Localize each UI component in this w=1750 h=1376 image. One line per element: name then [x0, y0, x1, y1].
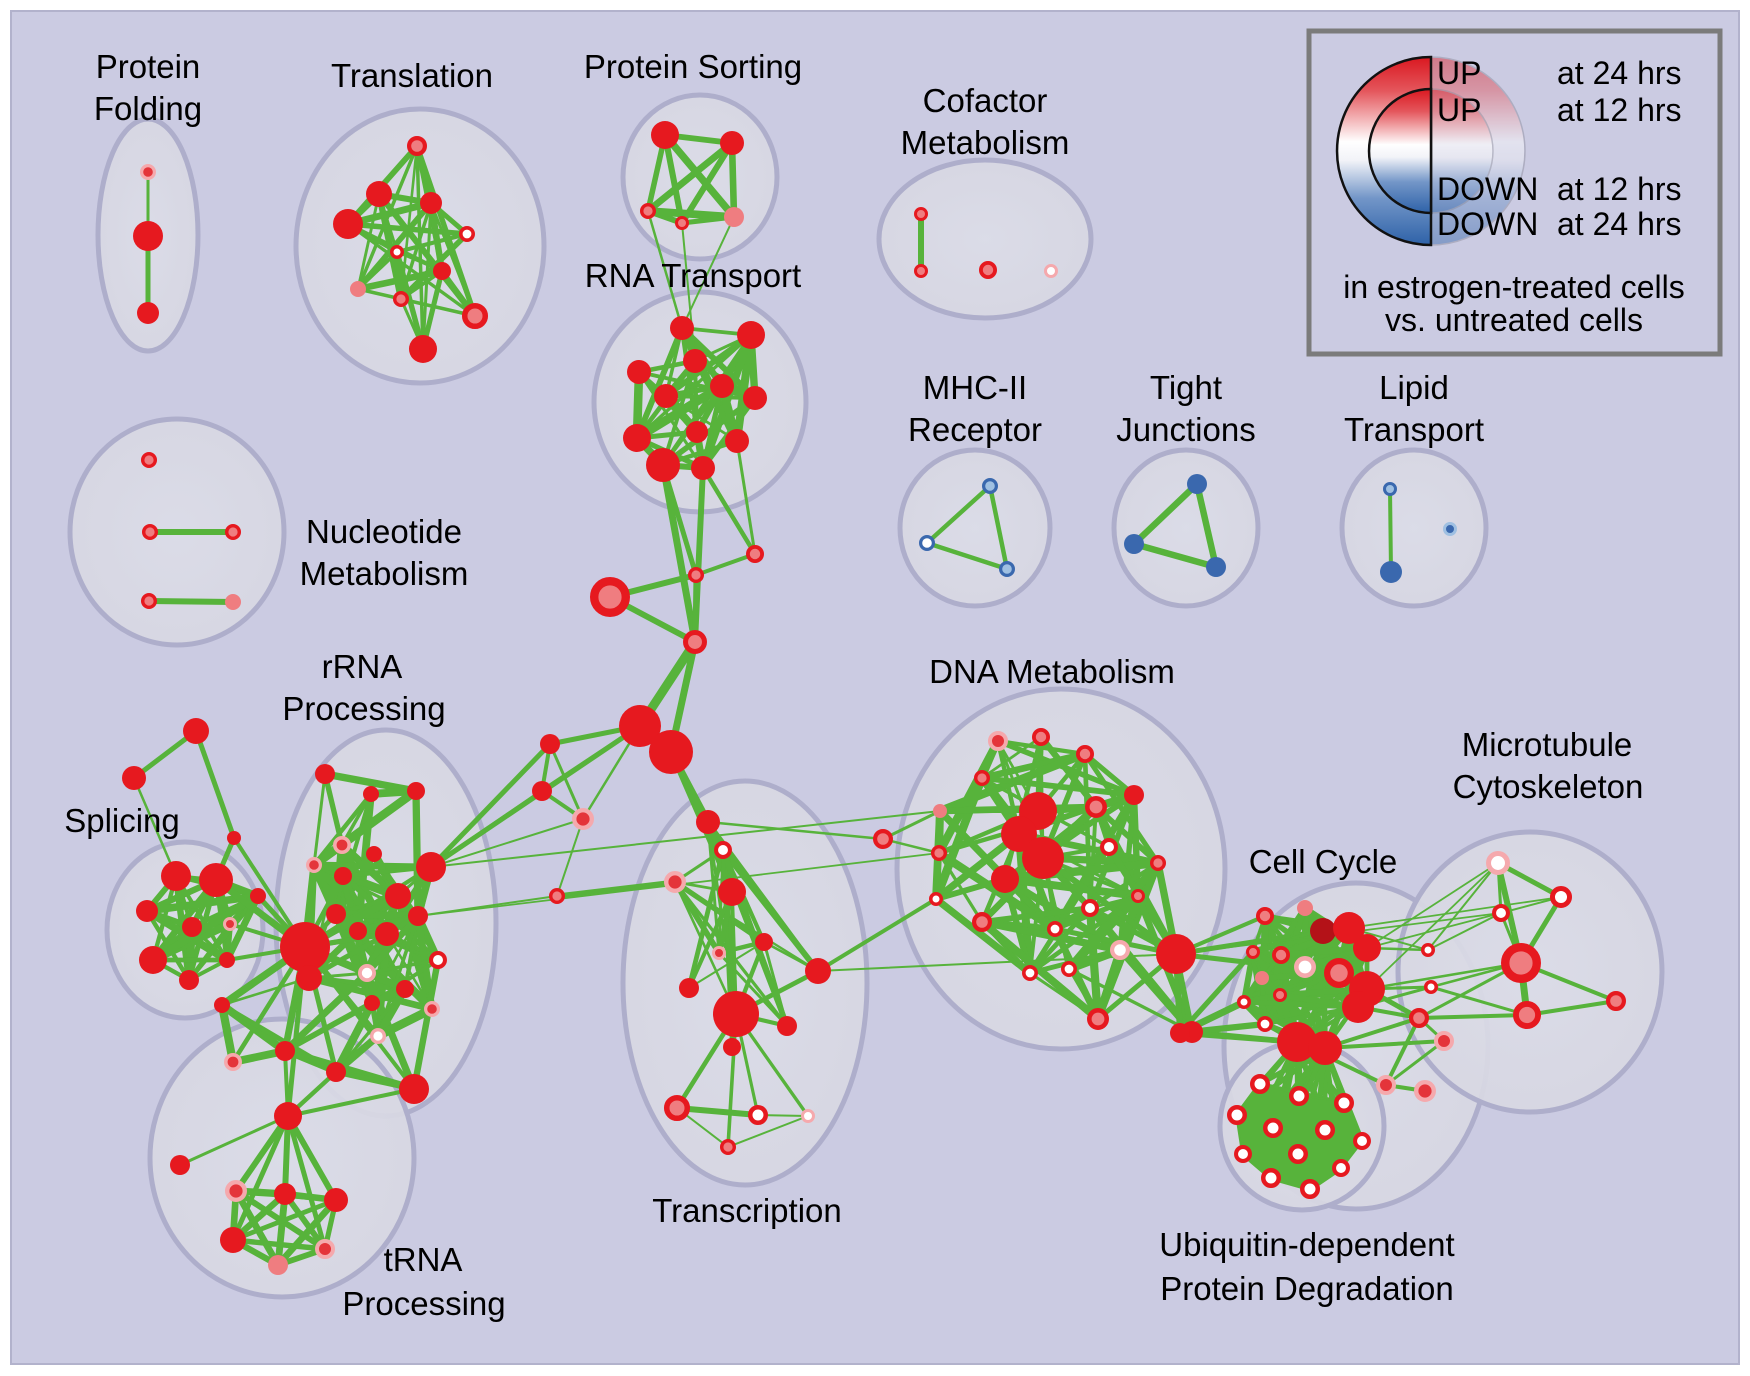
svg-text:Cell Cycle: Cell Cycle: [1249, 843, 1398, 880]
svg-text:UP: UP: [1437, 55, 1481, 91]
svg-text:DNA Metabolism: DNA Metabolism: [929, 653, 1175, 690]
svg-text:Junctions: Junctions: [1116, 411, 1255, 448]
svg-text:at 24 hrs: at 24 hrs: [1557, 206, 1682, 242]
svg-text:rRNA: rRNA: [322, 648, 403, 685]
svg-text:DOWN: DOWN: [1437, 206, 1538, 242]
svg-text:Processing: Processing: [282, 690, 445, 727]
svg-text:at 12 hrs: at 12 hrs: [1557, 92, 1682, 128]
svg-text:Tight: Tight: [1150, 369, 1222, 406]
svg-text:Lipid: Lipid: [1379, 369, 1449, 406]
svg-text:Receptor: Receptor: [908, 411, 1042, 448]
svg-text:Splicing: Splicing: [64, 802, 180, 839]
svg-text:Metabolism: Metabolism: [300, 555, 469, 592]
svg-text:Microtubule: Microtubule: [1462, 726, 1633, 763]
svg-text:Processing: Processing: [342, 1285, 505, 1322]
svg-text:DOWN: DOWN: [1437, 171, 1538, 207]
svg-text:Protein Sorting: Protein Sorting: [584, 48, 802, 85]
svg-text:UP: UP: [1437, 92, 1481, 128]
svg-text:MHC-II: MHC-II: [923, 369, 1027, 406]
svg-text:Cytoskeleton: Cytoskeleton: [1453, 768, 1644, 805]
svg-text:Metabolism: Metabolism: [901, 124, 1070, 161]
svg-text:Cofactor: Cofactor: [923, 82, 1048, 119]
svg-text:in estrogen-treated cells: in estrogen-treated cells: [1343, 269, 1685, 305]
svg-text:Transcription: Transcription: [652, 1192, 842, 1229]
svg-text:vs. untreated cells: vs. untreated cells: [1385, 302, 1643, 338]
svg-text:at 24 hrs: at 24 hrs: [1557, 55, 1682, 91]
svg-text:Protein Degradation: Protein Degradation: [1160, 1270, 1454, 1307]
svg-text:at 12 hrs: at 12 hrs: [1557, 171, 1682, 207]
svg-text:Ubiquitin-dependent: Ubiquitin-dependent: [1159, 1226, 1454, 1263]
svg-text:Translation: Translation: [331, 57, 493, 94]
svg-text:tRNA: tRNA: [384, 1241, 463, 1278]
svg-text:RNA Transport: RNA Transport: [585, 257, 801, 294]
svg-text:Protein: Protein: [96, 48, 201, 85]
svg-text:Transport: Transport: [1344, 411, 1484, 448]
svg-text:Nucleotide: Nucleotide: [306, 513, 462, 550]
svg-text:Folding: Folding: [94, 90, 202, 127]
